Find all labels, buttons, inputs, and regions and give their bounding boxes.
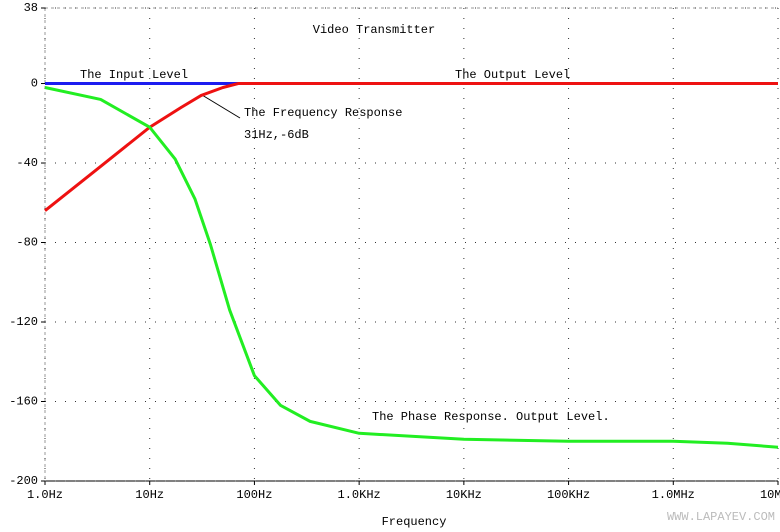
series-line [44,86,779,449]
x-tick-label: 100KHz [547,488,590,502]
x-tick-label: 1.0Hz [27,488,63,502]
annotation: 31Hz,-6dB [244,128,309,142]
x-tick-label: 10KHz [446,488,482,502]
x-tick-label: 100Hz [236,488,272,502]
series-line [44,82,778,212]
y-tick-label: -160 [9,395,38,409]
x-axis-label: Frequency [382,515,447,529]
x-tick-label: 10MHz [760,488,780,502]
annotation: The Input Level [80,68,188,82]
watermark: WWW.LAPAYEV.COM [667,510,775,524]
annotation: The Output Level [455,68,570,82]
y-tick-label: -200 [9,474,38,488]
annotation: The Phase Response. Output Level. [372,410,610,424]
annotation: The Frequency Response [244,106,402,120]
y-tick-label: -80 [16,236,38,250]
x-tick-label: 1.0MHz [652,488,695,502]
x-tick-label: 10Hz [135,488,164,502]
x-tick-label: 1.0KHz [338,488,381,502]
y-tick-label: 38 [24,1,38,15]
chart-title: Video Transmitter [313,23,435,37]
y-tick-label: -120 [9,315,38,329]
y-tick-label: 0 [31,77,38,91]
y-tick-label: -40 [16,156,38,170]
annotation-pointer [201,94,241,119]
